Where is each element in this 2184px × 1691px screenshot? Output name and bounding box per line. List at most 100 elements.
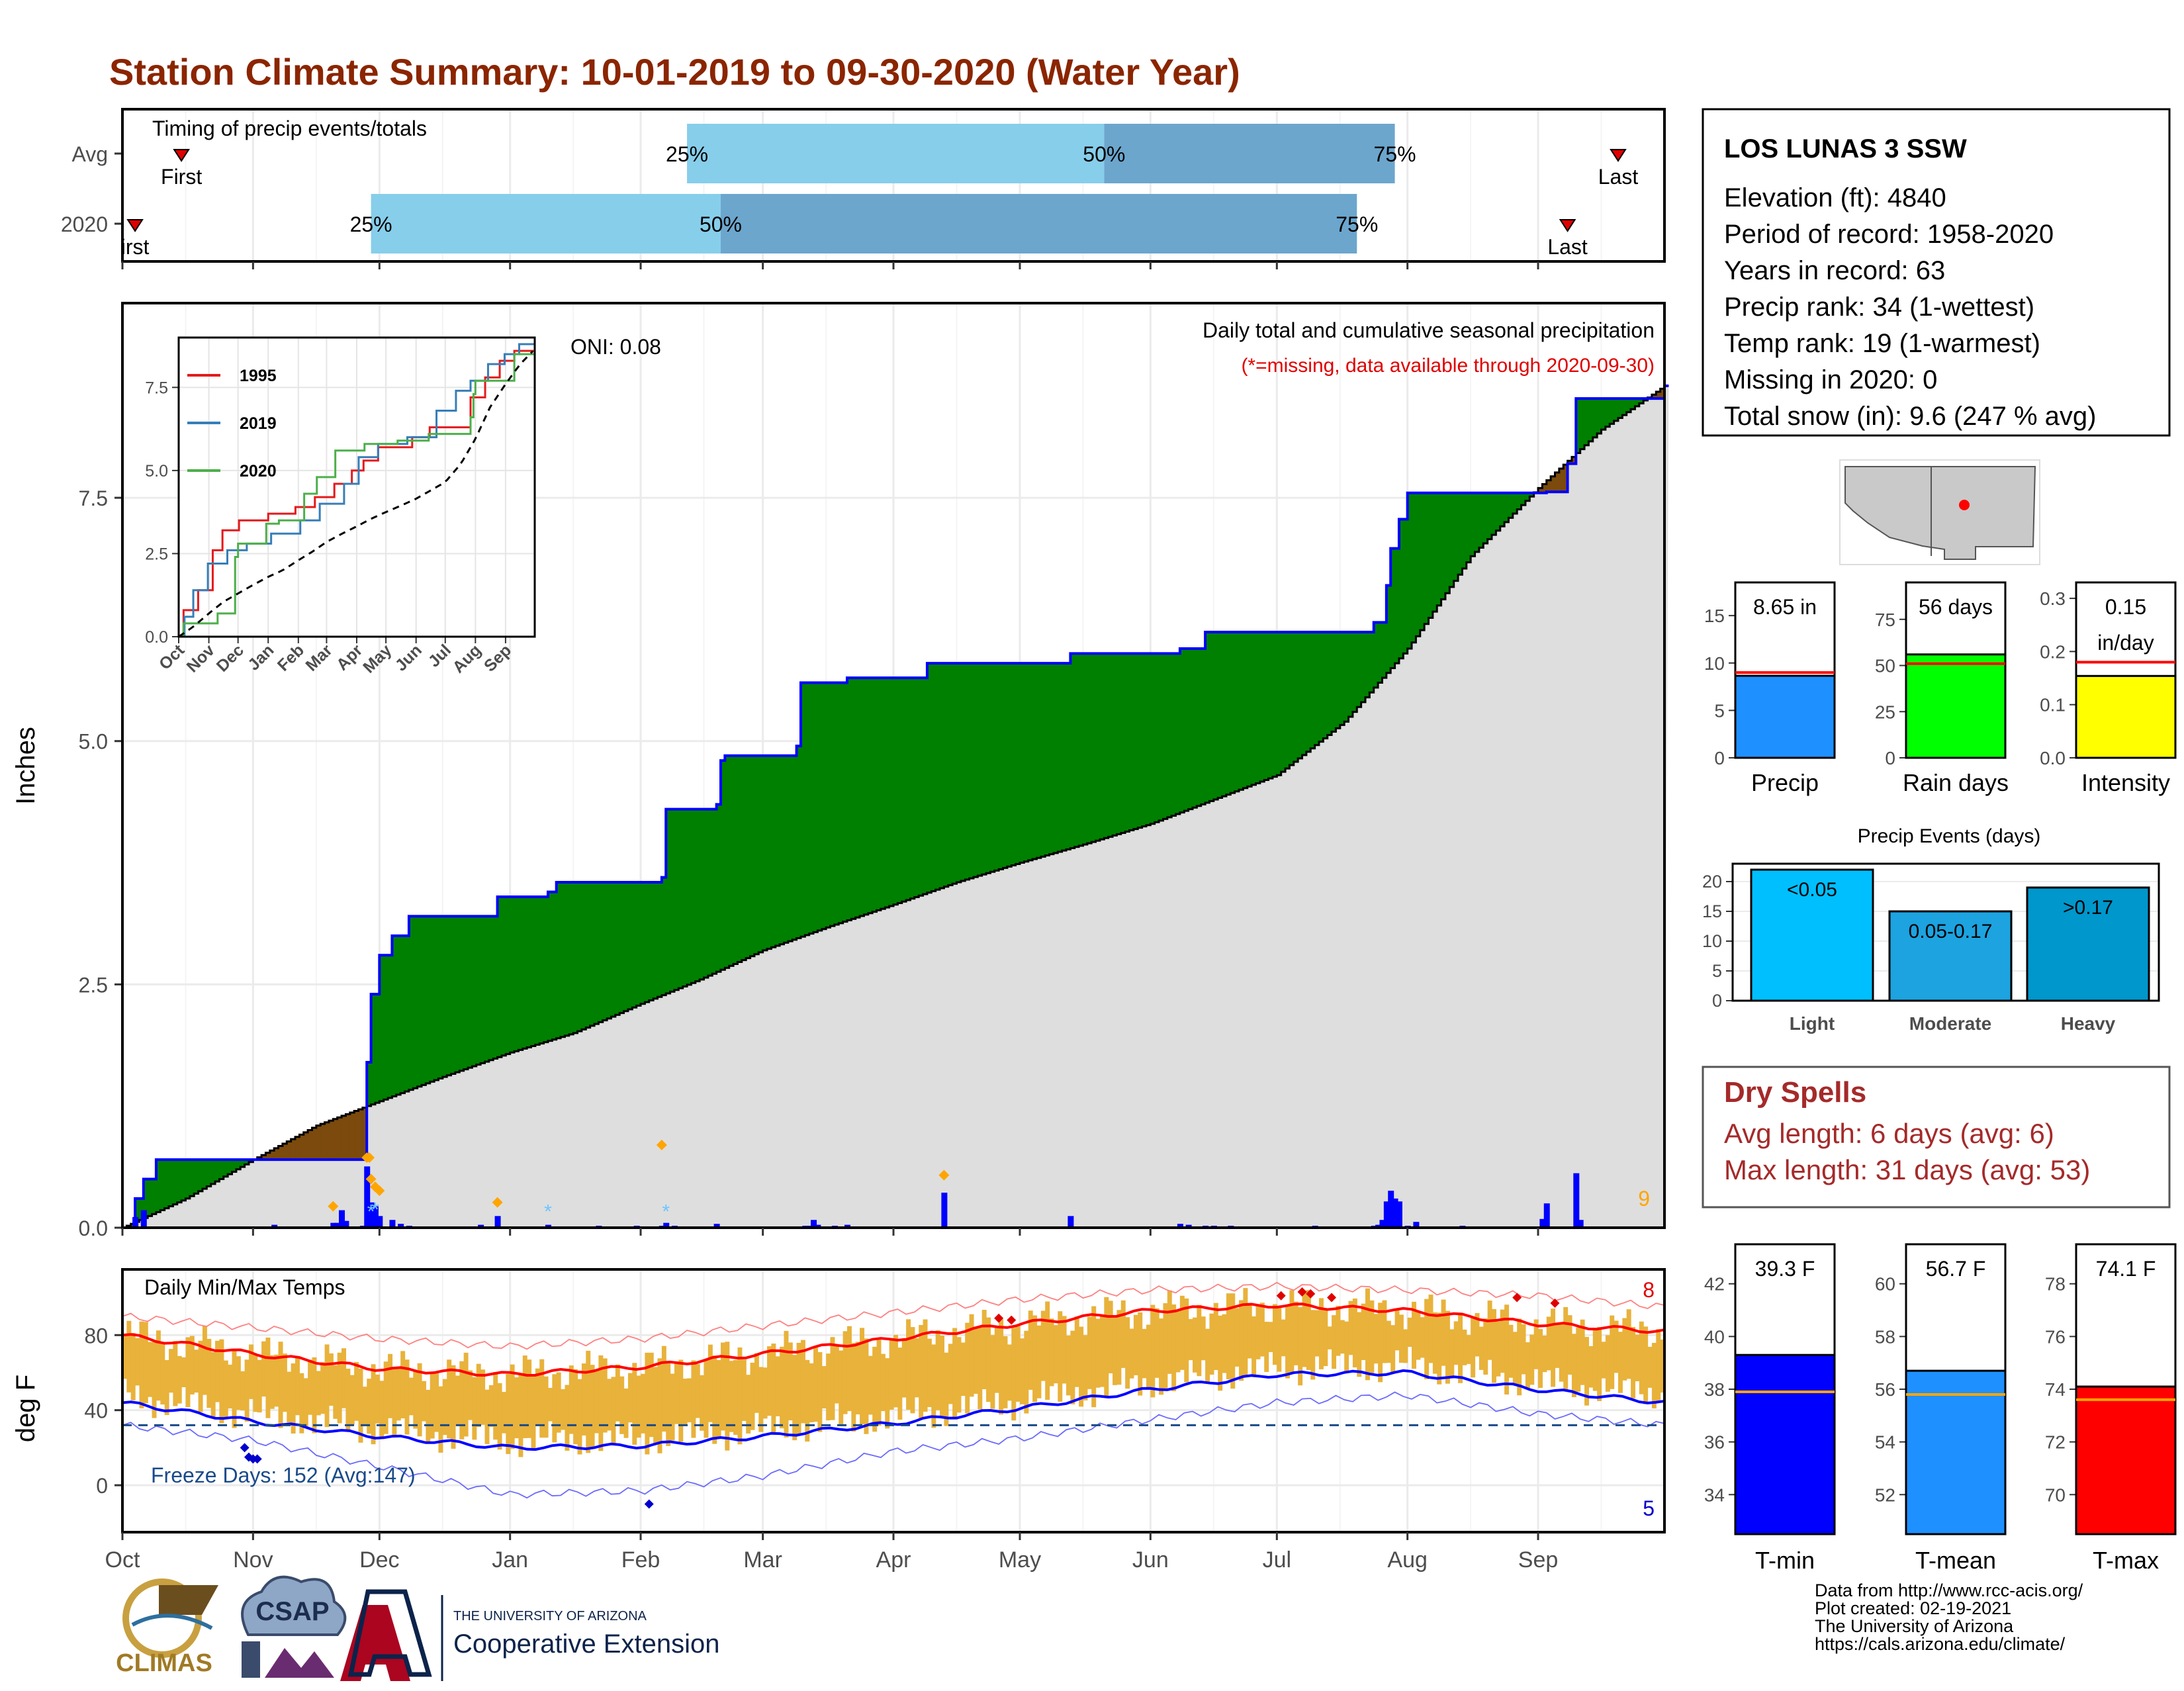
surplus-fill bbox=[1466, 492, 1471, 563]
y-tick-label: 10 bbox=[1704, 653, 1725, 674]
surplus-fill bbox=[632, 882, 637, 1008]
surplus-fill bbox=[1614, 398, 1619, 421]
daily-temp-range-bar bbox=[506, 1374, 511, 1454]
surplus-fill bbox=[1398, 519, 1404, 659]
surplus-fill bbox=[1332, 632, 1337, 732]
daily-temp-range-bar bbox=[978, 1326, 983, 1410]
surplus-fill bbox=[379, 955, 385, 1101]
daily-precip-bar bbox=[1413, 1222, 1420, 1228]
record-high-marker bbox=[1007, 1315, 1017, 1325]
surplus-fill bbox=[392, 935, 397, 1097]
record-line bbox=[122, 1281, 1665, 1350]
surplus-fill bbox=[712, 809, 717, 974]
surplus-fill bbox=[700, 809, 705, 980]
daily-temp-range-bar bbox=[244, 1359, 250, 1422]
daily-temp-range-bar bbox=[1179, 1295, 1185, 1370]
daily-temp-range-bar bbox=[253, 1355, 258, 1412]
surplus-fill bbox=[889, 678, 894, 906]
surplus-fill bbox=[792, 755, 797, 940]
surplus-fill bbox=[594, 882, 600, 1025]
surplus-fill bbox=[1310, 632, 1316, 749]
deficit-fill bbox=[354, 1111, 359, 1160]
surplus-fill bbox=[1529, 492, 1535, 497]
daily-temp-range-bar bbox=[762, 1367, 768, 1419]
daily-temp-range-bar bbox=[1062, 1316, 1067, 1384]
surplus-fill bbox=[973, 663, 979, 878]
daily-temp-range-bar bbox=[278, 1342, 283, 1428]
daily-temp-range-bar bbox=[232, 1350, 237, 1428]
daily-temp-range-bar bbox=[480, 1369, 486, 1425]
summary-bar-fill bbox=[1734, 674, 1836, 759]
surplus-fill bbox=[455, 916, 461, 1073]
daily-temp-range-bar bbox=[1281, 1319, 1286, 1357]
daily-temp-range-bar bbox=[948, 1344, 953, 1404]
surplus-fill bbox=[1504, 492, 1510, 522]
daily-temp-range-bar bbox=[1610, 1315, 1615, 1389]
surplus-fill bbox=[531, 897, 536, 1046]
daily-temp-range-bar bbox=[312, 1357, 317, 1434]
daily-temp-range-bar bbox=[771, 1344, 776, 1435]
daily-temp-range-bar bbox=[404, 1359, 410, 1435]
surplus-fill bbox=[1019, 663, 1025, 863]
surplus-fill bbox=[1074, 653, 1079, 847]
daily-temp-range-bar bbox=[392, 1369, 397, 1437]
daily-temp-range-bar bbox=[173, 1341, 178, 1406]
surplus-fill bbox=[1226, 632, 1232, 795]
daily-temp-range-bar bbox=[156, 1330, 161, 1401]
precip-event-category: Light bbox=[1790, 1013, 1835, 1034]
surplus-fill bbox=[999, 663, 1004, 870]
daily-temp-range-bar bbox=[169, 1349, 173, 1393]
daily-temp-range-bar bbox=[1108, 1301, 1113, 1373]
deficit-fill bbox=[291, 1139, 296, 1160]
surplus-fill bbox=[910, 678, 915, 899]
daily-precip-bar bbox=[330, 1222, 337, 1228]
daily-temp-range-bar bbox=[923, 1319, 928, 1412]
surplus-fill bbox=[1289, 632, 1295, 766]
surplus-fill bbox=[834, 682, 840, 925]
surplus-fill bbox=[956, 663, 962, 882]
surplus-fill bbox=[232, 1160, 237, 1172]
deficit-fill bbox=[1567, 461, 1572, 464]
daily-temp-range-bar bbox=[1592, 1330, 1598, 1391]
daily-temp-range-bar bbox=[1601, 1342, 1606, 1379]
surplus-fill bbox=[636, 882, 641, 1006]
dry-spells-box: Dry Spells Avg length: 6 days (avg: 6) Max… bbox=[1702, 1066, 2171, 1209]
daily-temp-range-bar bbox=[805, 1359, 810, 1442]
surplus-fill bbox=[897, 678, 903, 903]
temp-bar-category: T-min bbox=[1755, 1547, 1815, 1574]
y-tick-label: 0.3 bbox=[2040, 588, 2066, 609]
daily-temp-range-bar bbox=[455, 1375, 460, 1426]
daily-temp-range-bar bbox=[1205, 1328, 1210, 1383]
daily-temp-range-bar bbox=[539, 1359, 545, 1438]
summary-bar-category: Precip bbox=[1751, 769, 1819, 796]
surplus-fill bbox=[805, 682, 810, 935]
daily-temp-range-bar bbox=[164, 1360, 169, 1415]
daily-temp-range-bar bbox=[1441, 1299, 1446, 1366]
surplus-fill bbox=[404, 935, 410, 1092]
daily-temp-range-bar bbox=[1340, 1320, 1345, 1354]
daily-temp-range-bar bbox=[573, 1369, 578, 1445]
surplus-fill bbox=[927, 663, 933, 893]
record-high-marker bbox=[1297, 1287, 1307, 1297]
surplus-fill bbox=[1091, 653, 1097, 843]
daily-temp-range-bar bbox=[623, 1388, 629, 1438]
surplus-fill bbox=[1500, 492, 1505, 527]
surplus-fill bbox=[1087, 653, 1093, 844]
region-map-shape bbox=[1844, 466, 2036, 560]
daily-temp-range-bar bbox=[1412, 1301, 1416, 1369]
daily-temp-range-bar bbox=[1239, 1300, 1244, 1381]
daily-precip-bar bbox=[815, 1224, 821, 1228]
daily-precip-bar bbox=[1388, 1191, 1394, 1228]
surplus-fill bbox=[923, 678, 928, 895]
daily-temp-range-bar bbox=[1533, 1319, 1539, 1369]
surplus-fill bbox=[796, 746, 801, 938]
surplus-fill bbox=[1230, 632, 1236, 794]
surplus-fill bbox=[1327, 632, 1332, 735]
surplus-fill bbox=[687, 809, 692, 985]
month-tick-label: Mar bbox=[743, 1547, 782, 1573]
record-line bbox=[122, 1391, 1665, 1499]
daily-temp-range-bar bbox=[295, 1356, 300, 1416]
daily-temp-range-bar bbox=[324, 1344, 330, 1428]
daily-temp-range-bar bbox=[636, 1375, 641, 1438]
daily-temp-range-bar bbox=[451, 1365, 456, 1449]
